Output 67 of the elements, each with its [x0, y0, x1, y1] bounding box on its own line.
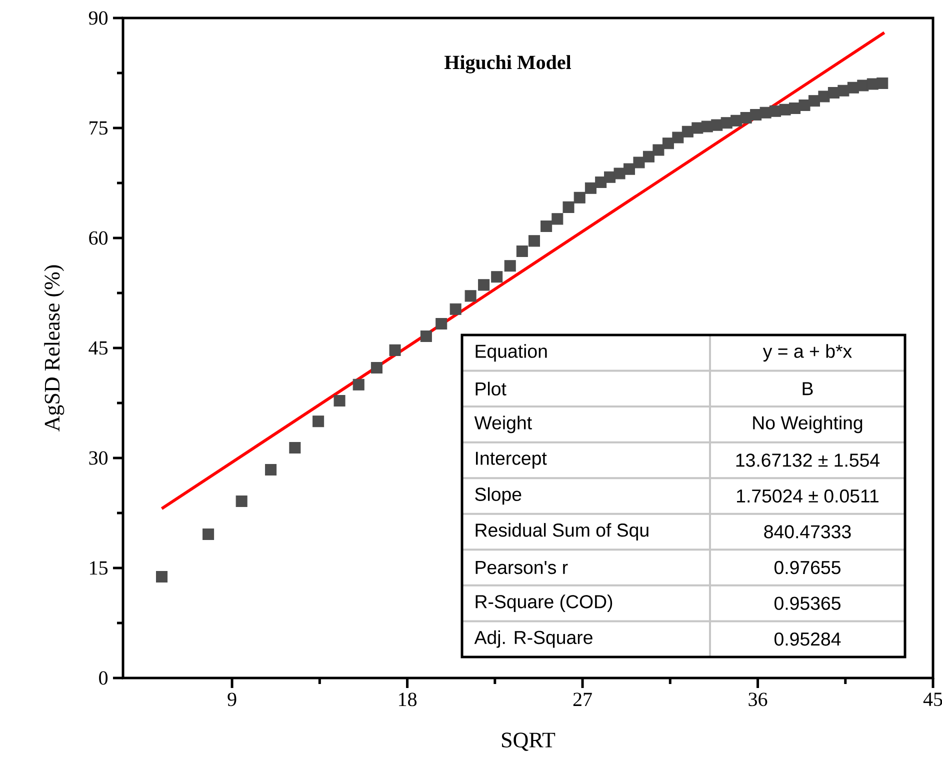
annotation: 0.95284	[774, 632, 841, 646]
x-tick-label: 27	[573, 692, 592, 706]
y-tick-label: 90	[88, 11, 108, 25]
annotation: 13.67132 ± 1.554	[736, 454, 880, 467]
point	[289, 442, 301, 454]
annotation: Weight	[474, 416, 532, 434]
point	[528, 235, 540, 247]
x-tick-label: 9	[228, 692, 236, 706]
annotation: Pearson's r	[476, 561, 568, 574]
point	[672, 132, 684, 144]
point	[156, 571, 168, 583]
point	[552, 213, 564, 225]
annotation: Plot	[476, 382, 506, 396]
point	[236, 495, 248, 508]
y-axis-title: AgSD Release (%)	[44, 265, 64, 432]
point	[516, 245, 528, 257]
annotation: Intercept	[476, 452, 547, 469]
point	[389, 344, 401, 356]
annotation: R-Square (COD)	[476, 594, 612, 612]
point	[876, 78, 888, 90]
point	[450, 303, 462, 315]
point	[633, 156, 645, 168]
point	[562, 201, 574, 213]
y-tick-label: 60	[89, 231, 108, 245]
x-tick-label: 45	[923, 692, 942, 706]
annotation: 840.47333	[764, 525, 851, 538]
point	[352, 378, 364, 390]
annotation: 1.75024 ± 0.0511	[737, 489, 878, 503]
x-tick-label: 36	[748, 692, 768, 706]
annotation: No Weighting	[753, 416, 862, 434]
point	[614, 168, 626, 180]
y-tick-label: 0	[99, 671, 108, 685]
annotation: 0.95365	[774, 596, 840, 610]
y-tick-label: 75	[90, 121, 108, 135]
point	[584, 182, 596, 194]
point	[464, 290, 476, 302]
point	[540, 220, 552, 232]
point	[652, 144, 664, 156]
annotation: 0.97655	[774, 560, 840, 574]
point	[478, 279, 490, 291]
point	[370, 362, 382, 374]
point	[642, 150, 654, 162]
point	[436, 318, 448, 330]
annotation: Equation	[476, 344, 547, 362]
point	[265, 464, 277, 476]
annotation: Residual Sum of Squ	[476, 523, 648, 540]
annotation: Adj. R-Square	[474, 630, 592, 648]
point	[334, 395, 346, 407]
y-tick-label: 45	[88, 341, 108, 355]
y-tick-label: 30	[89, 451, 108, 465]
point	[504, 260, 516, 272]
annotation: B	[802, 382, 813, 396]
x-axis-title: SQRT	[502, 732, 556, 751]
annotation: Slope	[475, 487, 522, 505]
point	[662, 138, 674, 150]
point	[574, 192, 586, 204]
point	[818, 90, 830, 102]
x-tick-label: 18	[399, 692, 417, 706]
point	[420, 330, 432, 342]
annotation: y = a + b*x	[762, 344, 852, 362]
y-tick-label: 15	[90, 561, 108, 575]
point	[798, 100, 810, 112]
point	[202, 528, 214, 540]
point	[312, 416, 324, 428]
point	[491, 271, 503, 283]
point	[623, 163, 636, 175]
text: Higuchi Model	[444, 55, 572, 74]
